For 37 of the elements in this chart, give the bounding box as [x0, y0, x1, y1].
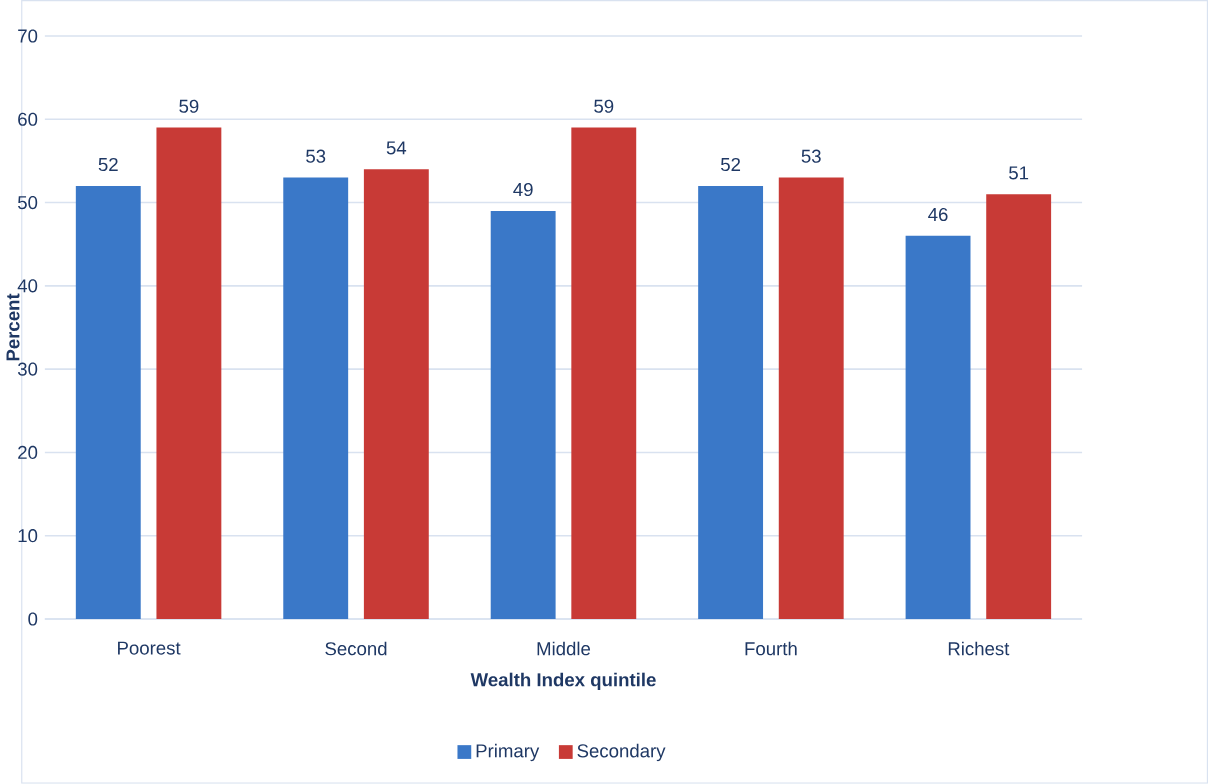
x-tick-label: Second — [325, 641, 387, 656]
bar — [698, 186, 764, 620]
y-tick-label: 60 — [18, 112, 38, 126]
legend-label: Primary — [476, 743, 540, 762]
y-tick-label: 10 — [18, 529, 38, 543]
x-tick-label: Richest — [948, 641, 1010, 656]
bar — [905, 235, 971, 620]
y-tick-label: 0 — [28, 612, 38, 626]
data-label: 54 — [386, 141, 407, 155]
bar — [156, 127, 222, 620]
x-axis-title: Wealth Index quintile — [470, 672, 656, 691]
y-tick-label: 70 — [18, 29, 38, 43]
y-tick-label: 30 — [17, 362, 38, 376]
x-tick-label: Fourth — [745, 641, 797, 656]
data-label: 46 — [928, 208, 948, 222]
data-label: 53 — [801, 149, 821, 163]
bar — [778, 177, 844, 620]
bar — [986, 194, 1052, 620]
data-label: 52 — [720, 158, 741, 172]
data-label: 51 — [1009, 166, 1029, 180]
bar — [75, 186, 141, 620]
data-label: 49 — [513, 183, 533, 197]
x-tick-label: Middle — [537, 641, 591, 656]
bar — [490, 210, 556, 620]
bar — [571, 127, 637, 620]
x-tick-label: Poorest — [118, 641, 181, 655]
data-label: 59 — [594, 99, 614, 113]
y-tick-label: 50 — [17, 196, 38, 210]
y-axis-title: Percent — [6, 293, 20, 361]
y-tick-label: 20 — [18, 445, 38, 460]
y-tick-label: 40 — [17, 279, 38, 293]
data-label: 52 — [98, 158, 118, 172]
bar — [283, 177, 349, 620]
data-label: 53 — [306, 149, 326, 163]
legend-label: Secondary — [577, 743, 666, 762]
bar — [363, 169, 429, 620]
data-label: 59 — [179, 99, 199, 113]
